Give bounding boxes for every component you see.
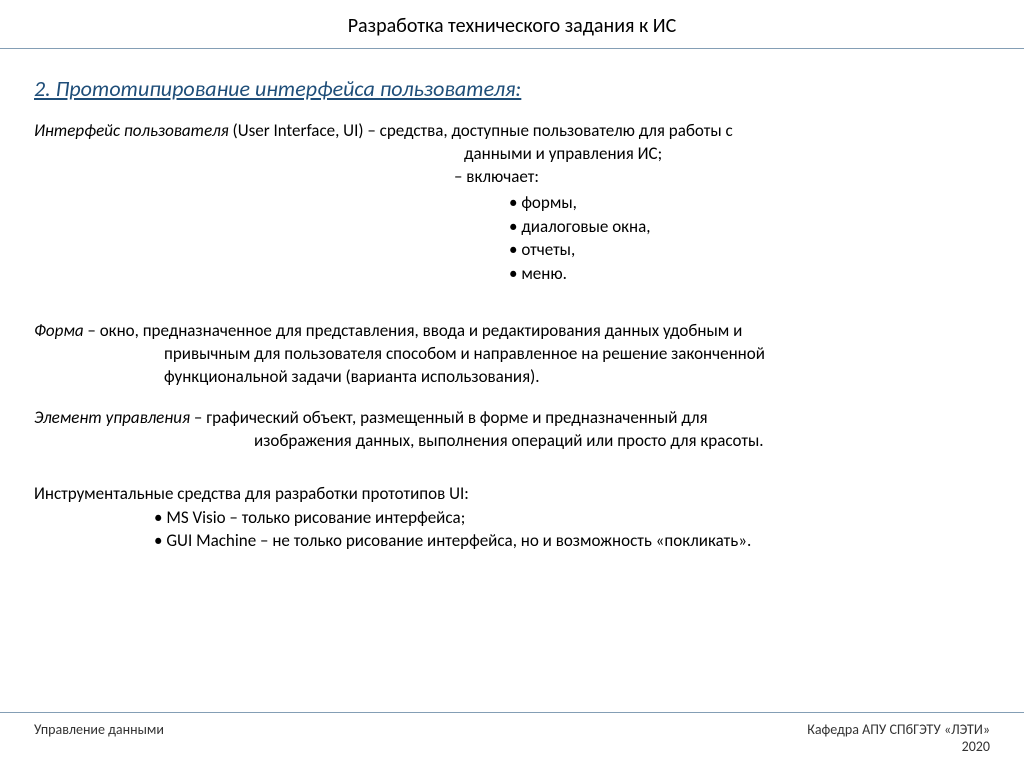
tools-list: MS Visio – только рисование интерфейса; … [154,506,990,554]
form-definition: Форма – окно, предназначенное для предст… [34,320,990,389]
list-item: MS Visio – только рисование интерфейса; [154,506,990,530]
header-rule [0,48,1024,49]
page-header: Разработка технического задания к ИС [0,0,1024,48]
form-line2: привычным для пользователя способом и на… [164,343,990,366]
list-item: меню. [509,262,990,286]
ui-definition: Интерфейс пользователя (User Interface, … [34,120,990,286]
footer: Управление данными Кафедра АПУ СПбГЭТУ «… [0,712,1024,755]
tools-title: Инструментальные средства для разработки… [34,483,990,504]
list-item: отчеты, [509,238,990,262]
control-line2: изображения данных, выполнения операций … [254,430,990,453]
list-item: GUI Machine – не только рисование интерф… [154,529,990,553]
form-line3: функциональной задачи (варианта использо… [164,366,990,389]
footer-right-line1: Кафедра АПУ СПбГЭТУ «ЛЭТИ» [807,721,990,738]
ui-includes-list: формы, диалоговые окна, отчеты, меню. [509,191,990,286]
ui-text: (User Interface, UI) – средства, доступн… [229,120,733,141]
form-text: – окно, предназначенное для представлени… [84,320,743,341]
control-term: Элемент управления [34,407,190,428]
footer-left: Управление данными [34,721,164,755]
control-definition: Элемент управления – графический объект,… [34,407,990,453]
list-item: формы, [509,191,990,215]
section-title: 2. Прототипирование интерфейса пользоват… [34,75,990,102]
ui-term: Интерфейс пользователя [34,120,229,141]
list-item: диалоговые окна, [509,215,990,239]
ui-line2: данными и управления ИС; [464,143,990,166]
control-text: – графический объект, размещенный в форм… [190,407,708,428]
ui-line3: – включает: [454,166,990,189]
content-area: 2. Прототипирование интерфейса пользоват… [0,75,1024,553]
form-term: Форма [34,320,84,341]
footer-rule [0,712,1024,713]
footer-right-line2: 2020 [807,738,990,755]
